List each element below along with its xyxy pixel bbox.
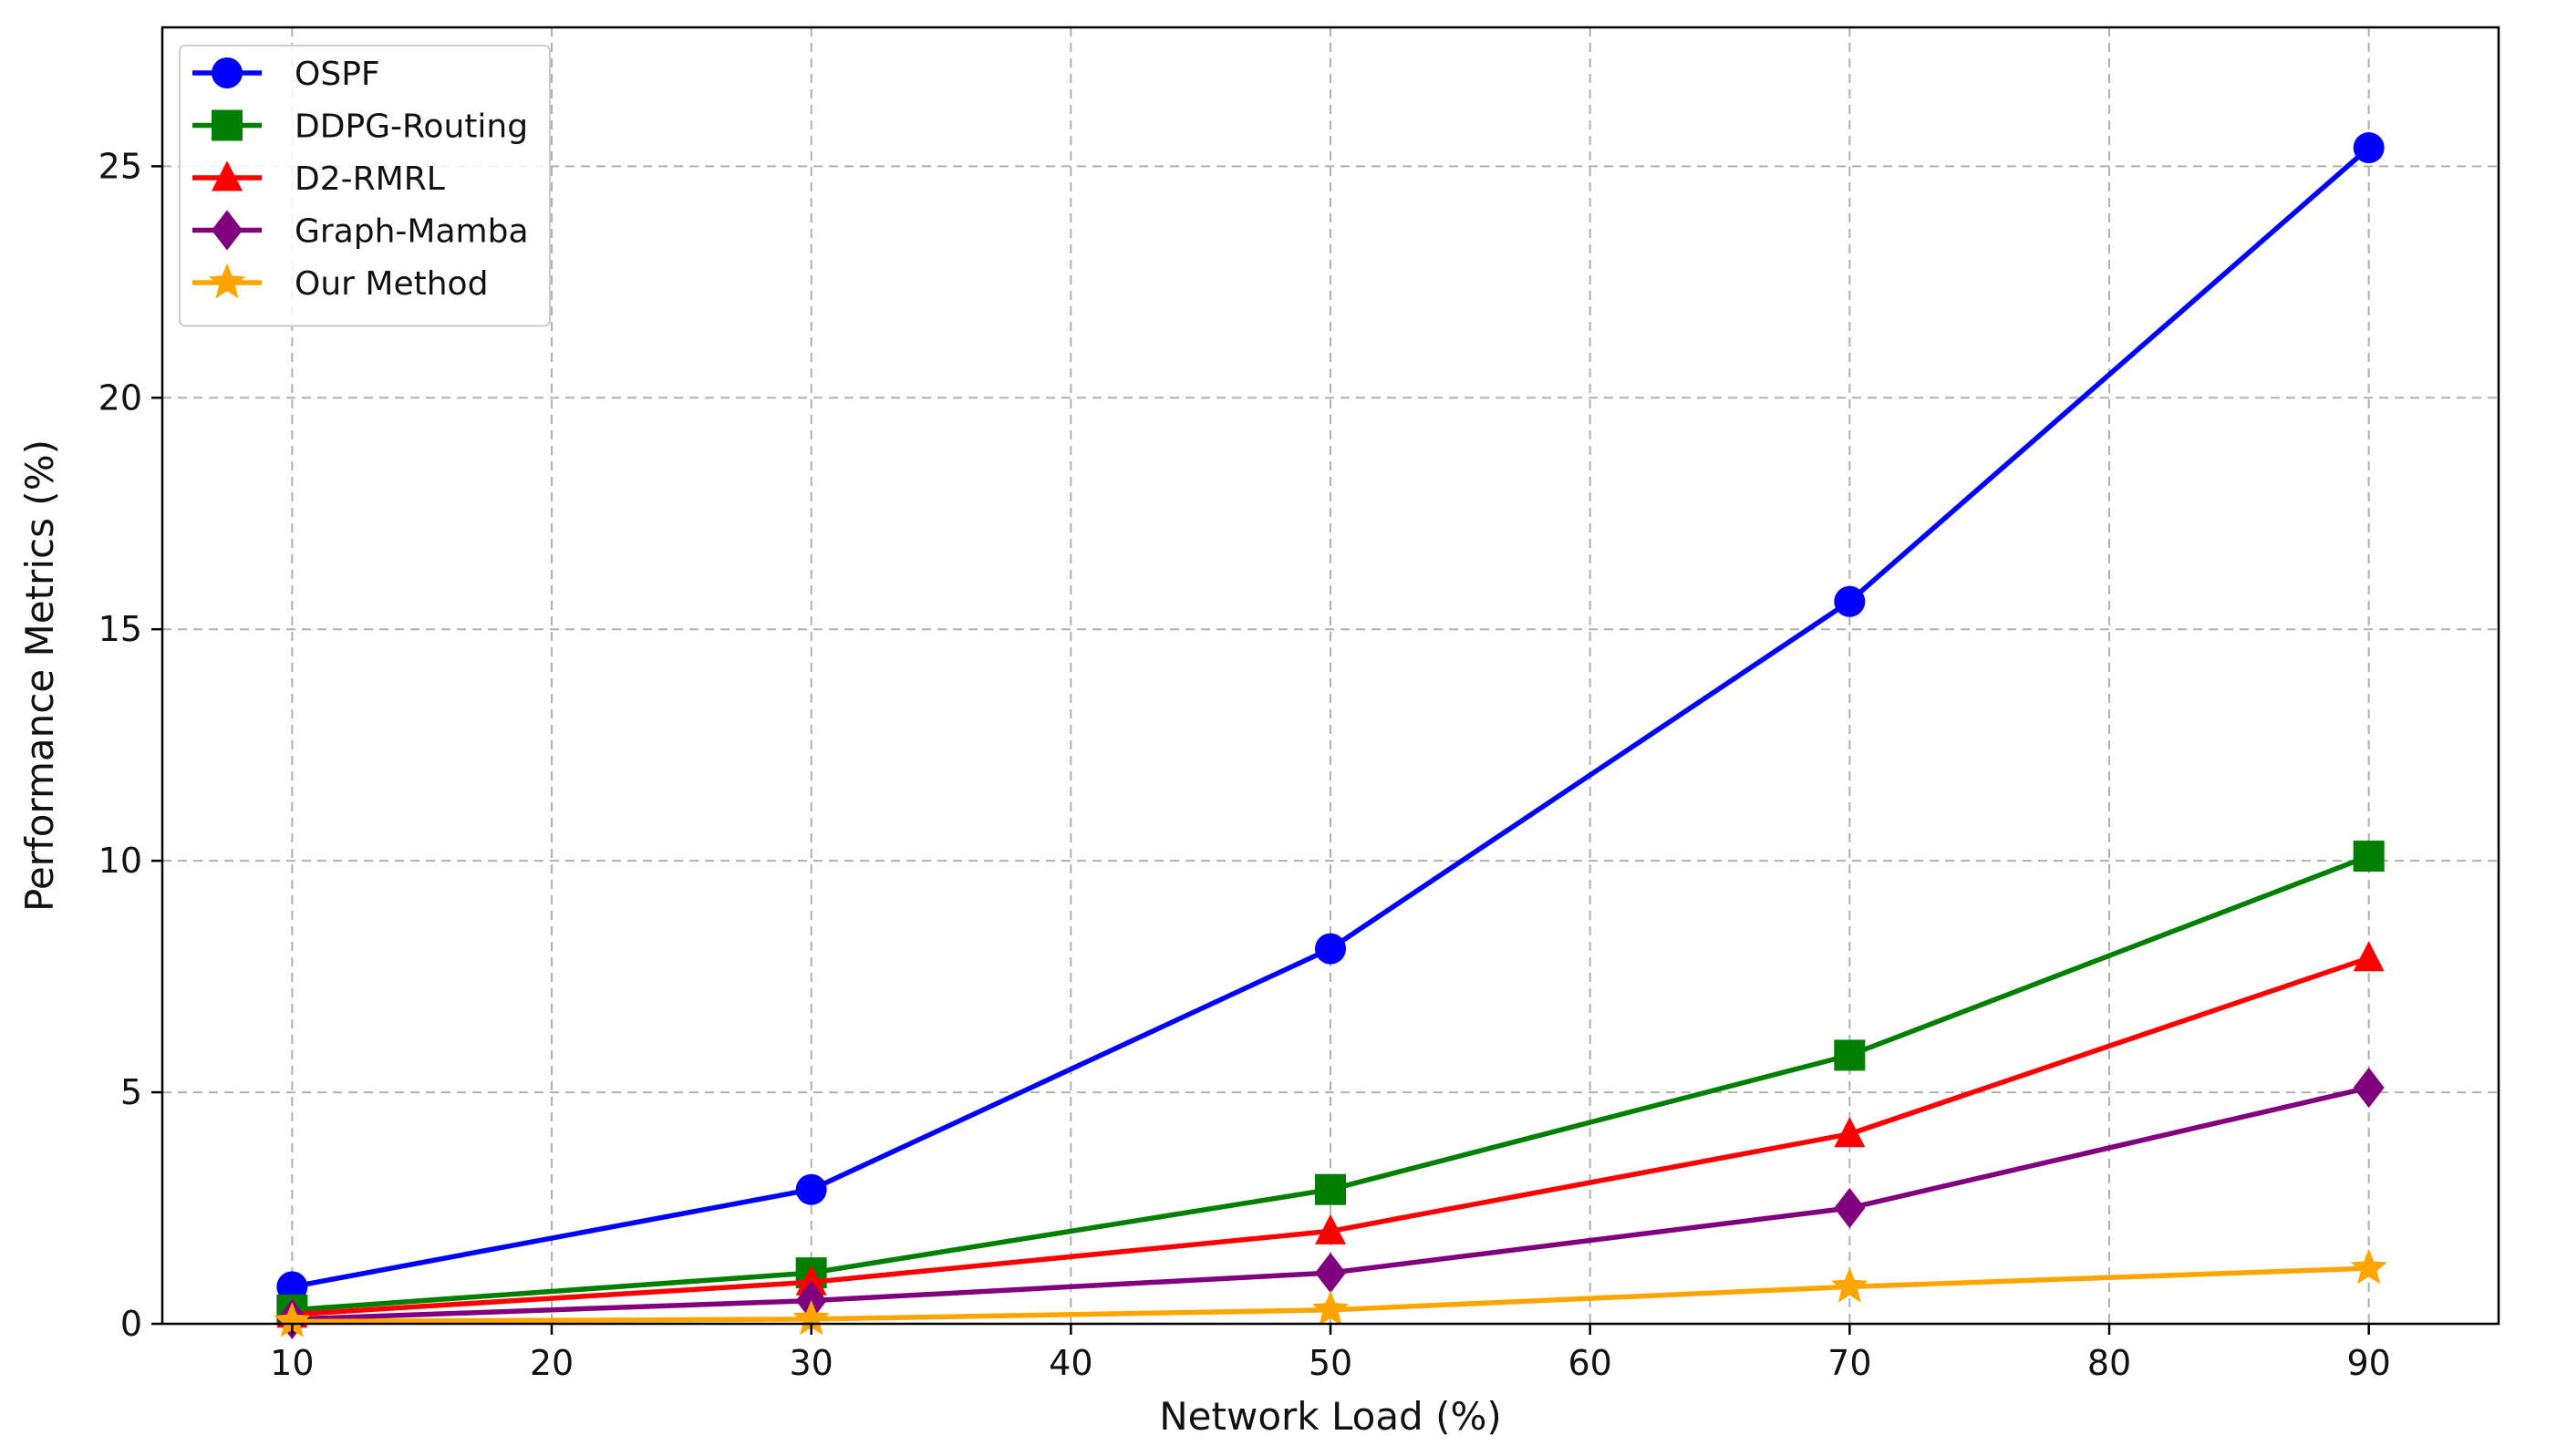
- x-tick-label: 40: [1049, 1343, 1092, 1383]
- series-group: [274, 132, 2387, 1340]
- x-tick-label: 90: [2346, 1343, 2390, 1383]
- series-d2-rmrl: [276, 941, 2385, 1328]
- y-tick-label: 10: [98, 841, 142, 881]
- x-tick-label: 50: [1309, 1343, 1352, 1383]
- legend-entry-our-method: Our Method: [192, 263, 488, 303]
- data-point-our-method: [792, 1299, 830, 1336]
- x-tick-label: 70: [1827, 1343, 1871, 1383]
- series-graph-mamba: [276, 1067, 2385, 1340]
- legend-entry-ospf: OSPF: [192, 56, 380, 93]
- series-our-method: [274, 1248, 2387, 1337]
- data-point-ddpg-routing: [1315, 1173, 1346, 1205]
- data-point-ospf: [1834, 585, 1866, 617]
- data-point-ospf: [795, 1173, 827, 1205]
- y-tick-label: 25: [98, 146, 142, 186]
- x-tick-label: 30: [789, 1343, 833, 1383]
- x-axis-label: Network Load (%): [1159, 1394, 1502, 1439]
- data-point-d2-rmrl: [1834, 1117, 1866, 1148]
- data-point-our-method: [2350, 1248, 2387, 1285]
- y-axis-label: Performance Metrics (%): [17, 439, 62, 912]
- data-point-ddpg-routing: [2353, 841, 2385, 873]
- x-tick-label: 10: [270, 1343, 314, 1383]
- data-point-d2-rmrl: [1315, 1213, 1346, 1244]
- legend-marker-ospf: [212, 57, 243, 88]
- data-point-d2-rmrl: [2353, 941, 2385, 972]
- data-point-our-method: [1831, 1267, 1868, 1303]
- data-point-graph-mamba: [1834, 1187, 1866, 1229]
- x-tick-label: 60: [1568, 1343, 1611, 1383]
- y-tick-label: 5: [120, 1072, 142, 1112]
- data-point-ddpg-routing: [1834, 1039, 1866, 1071]
- data-point-d2-rmrl: [795, 1265, 827, 1296]
- legend-label-ddpg-routing: DDPG-Routing: [295, 108, 528, 146]
- x-tick-label: 20: [530, 1343, 574, 1383]
- series-ddpg-routing: [276, 841, 2385, 1326]
- y-tick-label: 20: [98, 377, 142, 418]
- data-point-ospf: [2353, 132, 2385, 164]
- legend: OSPF DDPG-Routing D2-RMRL Graph-Mamba Our Me…: [179, 45, 551, 327]
- data-point-graph-mamba: [2353, 1067, 2385, 1109]
- legend-marker-d2-rmrl: [212, 160, 243, 191]
- legend-label-graph-mamba: Graph-Mamba: [295, 213, 529, 251]
- axis-ticks: 10 20 30 40 50 60 70 80 90 0 5 10 15 20 25: [98, 146, 2391, 1383]
- data-point-our-method: [274, 1302, 311, 1337]
- data-point-ospf: [1315, 933, 1346, 965]
- legend-entry-ddpg-routing: DDPG-Routing: [192, 108, 528, 146]
- legend-entry-graph-mamba: Graph-Mamba: [192, 210, 529, 251]
- legend-label-d2-rmrl: D2-RMRL: [295, 160, 445, 198]
- y-tick-label: 0: [120, 1304, 142, 1344]
- legend-marker-our-method: [208, 263, 246, 299]
- legend-marker-ddpg-routing: [212, 109, 243, 141]
- legend-label-ospf: OSPF: [295, 56, 380, 93]
- data-point-graph-mamba: [1315, 1253, 1346, 1294]
- legend-label-our-method: Our Method: [295, 265, 488, 303]
- legend-box: [179, 45, 551, 327]
- y-tick-label: 15: [98, 609, 142, 649]
- legend-marker-graph-mamba: [212, 210, 243, 251]
- data-point-our-method: [1311, 1290, 1350, 1326]
- legend-entry-d2-rmrl: D2-RMRL: [192, 160, 445, 198]
- x-tick-label: 80: [2087, 1343, 2131, 1383]
